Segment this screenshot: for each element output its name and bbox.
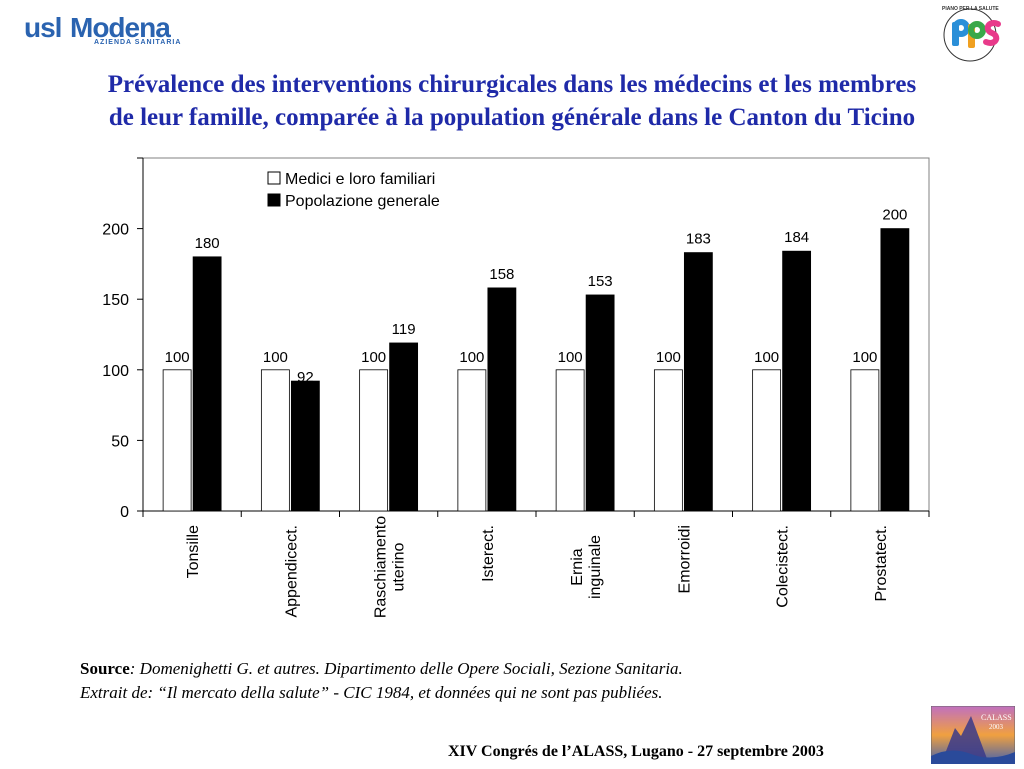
- calass-logo-text-1: CALASS: [981, 713, 1012, 722]
- bar-popolazione: [683, 252, 713, 512]
- logo-usl-text: usl: [24, 12, 62, 43]
- data-label-popolazione: 200: [882, 207, 907, 224]
- bar-medici: [359, 369, 389, 512]
- bar-medici: [162, 369, 192, 512]
- y-tick-label: 0: [120, 504, 129, 521]
- logo-modena-text: Modena: [70, 12, 171, 43]
- bar-popolazione: [585, 294, 615, 512]
- data-label-popolazione: 158: [489, 266, 514, 283]
- data-label-medici: 100: [852, 349, 877, 366]
- usl-modena-logo: usl Modena AZIENDA SANITARIA: [22, 6, 182, 50]
- y-tick-label: 50: [111, 433, 129, 450]
- legend-swatch: [267, 171, 281, 185]
- data-label-medici: 100: [754, 349, 779, 366]
- title-line-2: de leur famille, comparée à la populatio…: [108, 104, 916, 131]
- plot-area-frame: [142, 157, 930, 512]
- logo-azienda-text: AZIENDA SANITARIA: [94, 39, 182, 46]
- source-line-2: Extrait de: “Il mercato della salute” - …: [80, 683, 659, 702]
- category-label: Appendicect.: [283, 525, 300, 618]
- source-label: Source: [80, 659, 130, 678]
- bar-popolazione: [192, 256, 222, 512]
- category-label: Ernia: [569, 548, 586, 585]
- bar-medici: [653, 369, 683, 512]
- source-line-2-end: .: [658, 683, 663, 702]
- data-label-popolazione: 119: [392, 321, 416, 338]
- calass-2003-logo: CALASS 2003: [930, 705, 1016, 765]
- pps-letters: [952, 19, 1001, 48]
- bar-medici: [457, 369, 487, 512]
- y-tick-label: 200: [102, 222, 129, 239]
- source-line-1: : Domenighetti G. et autres. Dipartiment…: [129, 659, 683, 678]
- data-label-popolazione: 180: [195, 235, 220, 252]
- data-label-popolazione: 92: [297, 369, 314, 386]
- bar-popolazione: [782, 250, 812, 512]
- category-label: Tonsille: [185, 525, 202, 578]
- data-label-popolazione: 183: [686, 231, 711, 248]
- category-label: Raschiamento: [373, 516, 390, 618]
- bar-popolazione: [487, 287, 517, 512]
- category-label: Colecistect.: [775, 525, 792, 608]
- category-label: inguinale: [587, 535, 604, 599]
- legend-swatch: [267, 193, 281, 207]
- category-label: Emorroidi: [676, 525, 693, 593]
- bar-popolazione: [389, 342, 419, 512]
- y-tick-label: 100: [102, 363, 129, 380]
- data-label-medici: 100: [263, 349, 288, 366]
- bar-popolazione: [290, 380, 320, 512]
- bar-medici: [555, 369, 585, 512]
- bar-popolazione: [880, 228, 910, 512]
- category-label: uterino: [391, 542, 408, 591]
- footer-text: XIV Congrés de l’ALASS, Lugano - 27 sept…: [448, 743, 824, 760]
- y-tick-label: 150: [102, 292, 129, 309]
- bar-medici: [260, 369, 290, 512]
- data-label-medici: 100: [558, 349, 583, 366]
- pps-caption: PIANO PER LA SALUTE: [942, 6, 999, 12]
- data-label-popolazione: 153: [588, 273, 613, 290]
- bar-chart: 0 50 100 150 200 100 180 Tonsille 100 92 Appendice…: [102, 157, 930, 618]
- data-label-medici: 100: [656, 349, 681, 366]
- data-label-popolazione: 184: [784, 229, 809, 246]
- data-label-medici: 100: [459, 349, 484, 366]
- category-label: Prostatect.: [873, 525, 890, 601]
- data-label-medici: 100: [361, 349, 386, 366]
- calass-logo-text-2: 2003: [989, 723, 1004, 731]
- category-label: Isterect.: [480, 525, 497, 582]
- legend-label: Popolazione generale: [285, 193, 440, 210]
- bar-medici: [752, 369, 782, 512]
- data-label-medici: 100: [165, 349, 190, 366]
- legend-label: Medici e loro familiari: [285, 171, 435, 188]
- slide-title: Prévalence des interventions chirurgical…: [0, 68, 1024, 134]
- bar-medici: [850, 369, 880, 512]
- pps-logo: PIANO PER LA SALUTE: [928, 2, 1012, 64]
- source-note: Source: Domenighetti G. et autres. Dipar…: [80, 657, 960, 705]
- title-line-1: Prévalence des interventions chirurgical…: [107, 71, 917, 98]
